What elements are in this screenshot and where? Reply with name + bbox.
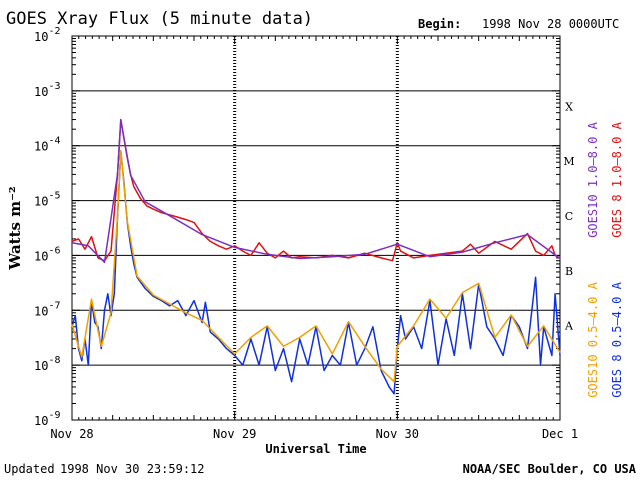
y-axis-label: Watts m⁻² <box>6 186 24 270</box>
day-dividers <box>233 36 399 420</box>
y-tick-label-7: 10-2 <box>34 26 61 44</box>
data-series <box>71 118 561 395</box>
x-tick-label-2: Nov 30 <box>376 427 419 441</box>
y-tick-label-3: 10-6 <box>34 245 61 263</box>
begin-label: Begin: <box>418 17 461 31</box>
y-tick-label-4: 10-5 <box>34 191 61 209</box>
y-tick-label-0: 10-9 <box>34 410 61 428</box>
legend-entry-2: GOES10 0.5–4.0 A <box>586 281 600 397</box>
updated-value: 1998 Nov 30 23:59:12 <box>60 462 205 476</box>
class-label-x: X <box>565 100 573 113</box>
x-axis-label: Universal Time <box>265 442 366 456</box>
flare-class-labels: A B C M X <box>563 100 574 332</box>
x-tick-label-0: Nov 28 <box>50 427 93 441</box>
series-line-1 <box>71 150 561 395</box>
y-tick-label-2: 10-7 <box>34 300 61 318</box>
credit-text: NOAA/SEC Boulder, CO USA <box>463 462 637 476</box>
legend-entry-0: GOES10 1.0–8.0 A <box>586 121 600 237</box>
x-tick-label-3: Dec 1 <box>542 427 578 441</box>
series-line-3 <box>71 119 561 264</box>
x-axis-ticks: Nov 28 Nov 29 Nov 30 Dec 1 <box>50 36 578 441</box>
begin-value: 1998 Nov 28 0000UTC <box>482 17 619 31</box>
series-line-2 <box>71 150 561 383</box>
class-label-c: C <box>565 210 573 223</box>
class-label-a: A <box>564 320 574 333</box>
legend: GOES10 1.0–8.0 A GOES 8 1.0–8.0 A GOES10 0… <box>586 121 624 397</box>
series-line-0 <box>71 118 561 262</box>
grid-lines <box>72 90 560 366</box>
legend-entry-3: GOES 8 0.5–4.0 A <box>610 281 624 397</box>
y-axis-ticks: 10-9 10-8 10-7 10-6 10-5 10-4 10-3 10-2 <box>34 26 560 428</box>
y-tick-label-6: 10-3 <box>34 81 61 99</box>
class-label-m: M <box>563 155 574 168</box>
x-tick-label-1: Nov 29 <box>213 427 256 441</box>
chart-title: GOES Xray Flux (5 minute data) <box>6 9 313 29</box>
legend-entry-1: GOES 8 1.0–8.0 A <box>610 121 624 237</box>
y-tick-label-5: 10-4 <box>34 136 61 154</box>
updated-label: Updated <box>4 462 55 476</box>
class-label-b: B <box>565 265 573 278</box>
plot-frame <box>71 35 561 421</box>
y-tick-label-1: 10-8 <box>34 355 61 373</box>
